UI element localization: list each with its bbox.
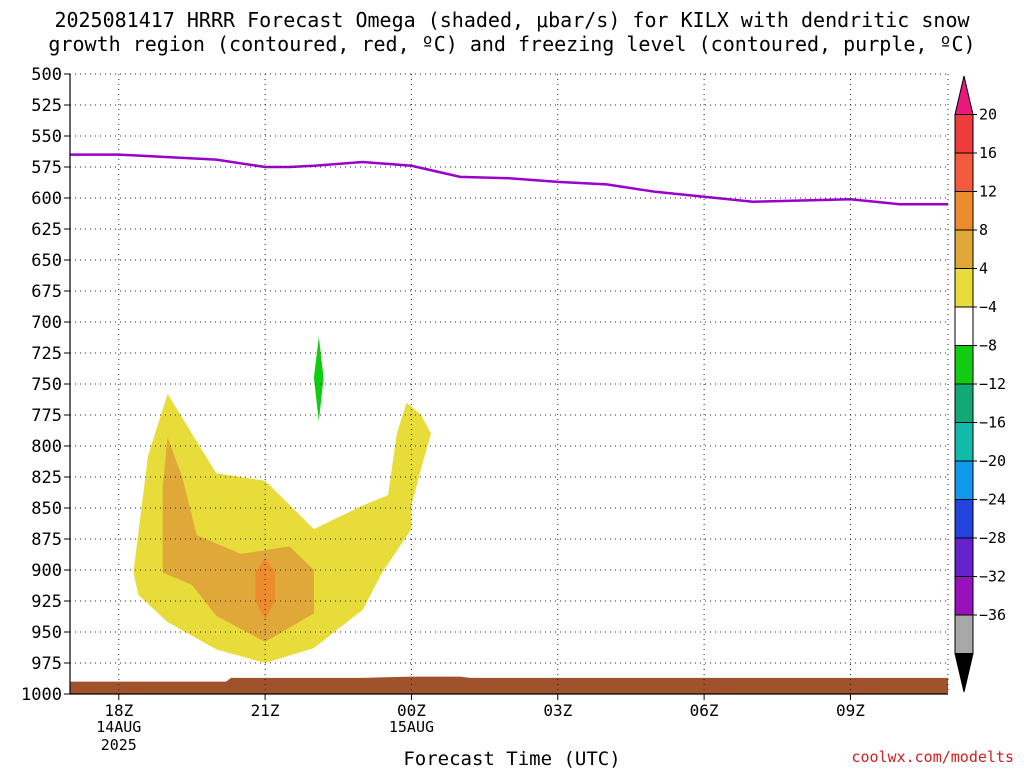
x-tick-label: 06Z [690, 701, 719, 720]
colorbar-segment [954, 268, 974, 308]
x-tick-date-label: 15AUG [389, 718, 434, 736]
x-tick-label: 03Z [543, 701, 572, 720]
colorbar-label: −8 [979, 337, 997, 355]
colorbar-label: −28 [979, 529, 1006, 547]
y-tick-label: 1000 [21, 685, 62, 705]
omega-region [313, 336, 324, 422]
colorbar-label: 16 [979, 144, 997, 162]
credit-text: coolwx.com/modelts [851, 748, 1014, 766]
omega-region [255, 557, 275, 620]
y-tick-label: 575 [31, 158, 62, 178]
y-tick-label: 975 [31, 654, 62, 674]
colorbar-segment [954, 191, 974, 231]
colorbar: 20 16 12 8 4 −4 −8 −12 −16 −20 −24 −28 −32 −36 [954, 75, 1006, 693]
y-tick-label: 900 [31, 561, 62, 581]
x-tick-label: 18Z [104, 701, 133, 720]
y-tick-label: 775 [31, 406, 62, 426]
y-tick-label: 750 [31, 375, 62, 395]
chart-title-line-2: growth region (contoured, red, ºC) and f… [48, 32, 976, 56]
omega-region [387, 402, 431, 506]
colorbar-segment [954, 345, 974, 385]
colorbar-label: 4 [979, 260, 988, 278]
y-tick-label: 675 [31, 282, 62, 302]
colorbar-segment [954, 383, 974, 423]
colorbar-segment [954, 499, 974, 539]
colorbar-label: −12 [979, 375, 1006, 393]
y-tick-label: 650 [31, 251, 62, 271]
y-tick-label: 950 [31, 623, 62, 643]
y-tick-label: 625 [31, 220, 62, 240]
colorbar-segment [954, 229, 974, 269]
colorbar-label: 8 [979, 221, 988, 239]
y-tick-label: 825 [31, 468, 62, 488]
colorbar-label: −36 [979, 606, 1006, 624]
freezing-level-line [70, 153, 948, 206]
y-tick-label: 550 [31, 127, 62, 147]
y-tick-label: 525 [31, 96, 62, 116]
y-tick-label: 925 [31, 592, 62, 612]
colorbar-segment [954, 614, 974, 654]
plot-area [70, 153, 948, 694]
colorbar-label: 20 [979, 106, 997, 124]
colorbar-segment [954, 460, 974, 500]
y-tick-label: 725 [31, 344, 62, 364]
colorbar-segment [954, 306, 974, 346]
chart-title-line-1: 2025081417 HRRR Forecast Omega (shaded, … [54, 8, 970, 32]
colorbar-label: −16 [979, 414, 1006, 432]
x-tick-label: 21Z [251, 701, 280, 720]
x-tick-year-label: 2025 [101, 736, 137, 754]
x-axis-label: Forecast Time (UTC) [403, 748, 621, 770]
y-tick-label: 800 [31, 437, 62, 457]
colorbar-label: −24 [979, 491, 1006, 509]
y-tick-label: 500 [31, 65, 62, 85]
y-tick-label: 600 [31, 189, 62, 209]
colorbar-label: −32 [979, 568, 1006, 586]
colorbar-segment [954, 576, 974, 616]
colorbar-label: −4 [979, 298, 997, 316]
colorbar-segment [954, 537, 974, 577]
colorbar-label: 12 [979, 183, 997, 201]
y-tick-label: 700 [31, 313, 62, 333]
colorbar-label: −20 [979, 452, 1006, 470]
colorbar-segment [954, 152, 974, 192]
colorbar-segment [954, 653, 974, 693]
y-tick-label: 875 [31, 530, 62, 550]
omega-region [162, 437, 314, 642]
colorbar-segment [954, 422, 974, 462]
ground-fill [70, 676, 948, 694]
y-tick-label: 850 [31, 499, 62, 519]
colorbar-segment [954, 75, 974, 115]
x-tick-date-label: 14AUG [96, 718, 141, 736]
colorbar-segment [954, 114, 974, 154]
x-tick-label: 00Z [397, 701, 426, 720]
x-tick-label: 09Z [836, 701, 865, 720]
